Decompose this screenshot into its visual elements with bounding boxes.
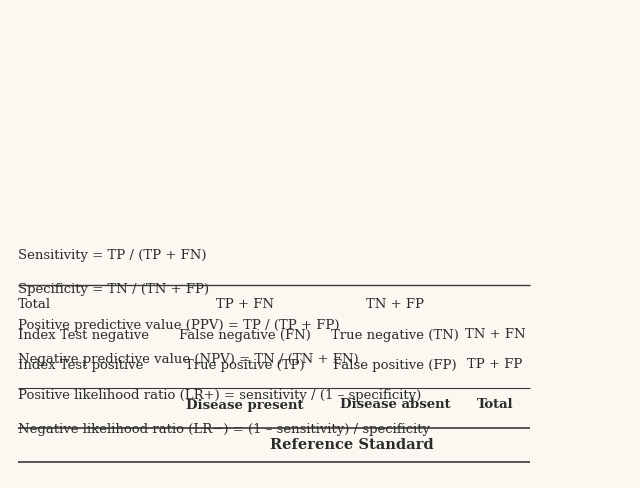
Text: Disease present: Disease present (186, 399, 304, 411)
Text: True negative (TN): True negative (TN) (331, 328, 459, 342)
Text: False negative (FN): False negative (FN) (179, 328, 311, 342)
Text: Disease absent: Disease absent (340, 399, 451, 411)
Text: TN + FN: TN + FN (465, 328, 525, 342)
Text: Sensitivity = TP / (TP + FN): Sensitivity = TP / (TP + FN) (18, 248, 207, 262)
Text: Negative likelihood ratio (LR−) = (1 – sensitivity) / specificity: Negative likelihood ratio (LR−) = (1 – s… (18, 424, 430, 436)
Text: Total: Total (18, 299, 51, 311)
Text: Specificity = TN / (TN + FP): Specificity = TN / (TN + FP) (18, 284, 209, 297)
Text: False positive (FP): False positive (FP) (333, 359, 457, 371)
Text: Index Test positive: Index Test positive (18, 359, 143, 371)
Text: Index Test negative: Index Test negative (18, 328, 149, 342)
Text: True positive (TP): True positive (TP) (185, 359, 305, 371)
Text: Negative predictive value (NPV) = TN / (TN + FN): Negative predictive value (NPV) = TN / (… (18, 353, 358, 366)
Text: Reference Standard: Reference Standard (270, 438, 434, 452)
Text: Positive likelihood ratio (LR+) = sensitivity / (1 – specificity): Positive likelihood ratio (LR+) = sensit… (18, 388, 421, 402)
Text: TP + FP: TP + FP (467, 359, 523, 371)
Text: Positive predictive value (PPV) = TP / (TP + FP): Positive predictive value (PPV) = TP / (… (18, 319, 339, 331)
Text: TP + FN: TP + FN (216, 299, 274, 311)
Text: TN + FP: TN + FP (366, 299, 424, 311)
Text: Total: Total (477, 399, 513, 411)
